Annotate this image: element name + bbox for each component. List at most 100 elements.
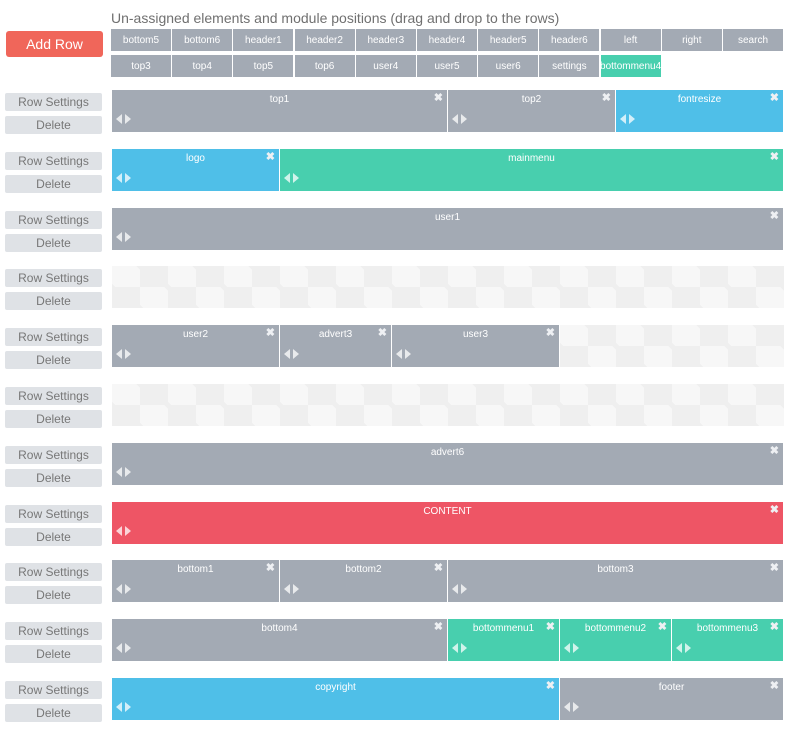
row-drop-area[interactable] [112, 384, 784, 426]
close-icon[interactable]: ✖ [433, 621, 443, 633]
row-delete-button[interactable]: Delete [5, 351, 102, 369]
close-icon[interactable]: ✖ [769, 504, 779, 516]
arrow-right-icon[interactable] [125, 467, 131, 477]
close-icon[interactable]: ✖ [265, 327, 275, 339]
module-block[interactable]: bottom3 ✖ [448, 560, 784, 602]
arrow-left-icon[interactable] [116, 232, 122, 242]
arrow-right-icon[interactable] [125, 114, 131, 124]
arrow-right-icon[interactable] [125, 584, 131, 594]
pool-item[interactable]: user4 [355, 55, 416, 77]
arrow-left-icon[interactable] [564, 702, 570, 712]
arrow-left-icon[interactable] [396, 349, 402, 359]
pool-item[interactable]: bottom5 [111, 29, 171, 51]
arrow-right-icon[interactable] [461, 643, 467, 653]
close-icon[interactable]: ✖ [545, 621, 555, 633]
row-drop-area[interactable]: logo ✖ mainmenu ✖ [112, 149, 784, 191]
module-block[interactable]: logo ✖ [112, 149, 280, 191]
add-row-button[interactable]: Add Row [6, 31, 103, 57]
arrow-right-icon[interactable] [685, 643, 691, 653]
arrow-left-icon[interactable] [116, 467, 122, 477]
module-block[interactable]: bottommenu1 ✖ [448, 619, 560, 661]
close-icon[interactable]: ✖ [769, 621, 779, 633]
row-settings-button[interactable]: Row Settings [5, 269, 102, 287]
close-icon[interactable]: ✖ [377, 327, 387, 339]
arrow-right-icon[interactable] [293, 349, 299, 359]
arrow-right-icon[interactable] [125, 643, 131, 653]
arrow-left-icon[interactable] [116, 584, 122, 594]
row-drop-area[interactable]: user1 ✖ [112, 208, 784, 250]
pool-item[interactable]: user6 [478, 55, 539, 77]
pool-item[interactable]: bottom6 [172, 29, 233, 51]
row-drop-area[interactable] [112, 266, 784, 308]
row-delete-button[interactable]: Delete [5, 469, 102, 487]
pool-item[interactable]: bottommenu4 [600, 55, 661, 77]
arrow-left-icon[interactable] [676, 643, 682, 653]
arrow-left-icon[interactable] [116, 173, 122, 183]
pool-item[interactable]: top5 [233, 55, 294, 77]
close-icon[interactable]: ✖ [545, 680, 555, 692]
module-block[interactable]: advert6 ✖ [112, 443, 784, 485]
row-settings-button[interactable]: Row Settings [5, 387, 102, 405]
pool-item[interactable]: header4 [417, 29, 477, 51]
module-block[interactable]: mainmenu ✖ [280, 149, 784, 191]
row-delete-button[interactable]: Delete [5, 528, 102, 546]
close-icon[interactable]: ✖ [769, 210, 779, 222]
row-drop-area[interactable]: CONTENT ✖ [112, 502, 784, 544]
pool-item[interactable]: left [600, 29, 661, 51]
arrow-left-icon[interactable] [284, 349, 290, 359]
row-drop-area[interactable]: copyright ✖ footer ✖ [112, 678, 784, 720]
pool-item[interactable]: header5 [478, 29, 539, 51]
arrow-left-icon[interactable] [116, 114, 122, 124]
arrow-left-icon[interactable] [116, 702, 122, 712]
close-icon[interactable]: ✖ [769, 680, 779, 692]
arrow-right-icon[interactable] [293, 584, 299, 594]
arrow-left-icon[interactable] [452, 114, 458, 124]
close-icon[interactable]: ✖ [545, 327, 555, 339]
close-icon[interactable]: ✖ [769, 151, 779, 163]
row-settings-button[interactable]: Row Settings [5, 563, 102, 581]
module-block[interactable]: fontresize ✖ [616, 90, 784, 132]
row-settings-button[interactable]: Row Settings [5, 328, 102, 346]
row-settings-button[interactable]: Row Settings [5, 152, 102, 170]
arrow-right-icon[interactable] [573, 643, 579, 653]
module-block[interactable]: advert3 ✖ [280, 325, 392, 367]
row-delete-button[interactable]: Delete [5, 586, 102, 604]
close-icon[interactable]: ✖ [769, 92, 779, 104]
arrow-right-icon[interactable] [125, 526, 131, 536]
pool-item[interactable]: top6 [294, 55, 355, 77]
row-delete-button[interactable]: Delete [5, 234, 102, 252]
row-delete-button[interactable]: Delete [5, 292, 102, 310]
arrow-right-icon[interactable] [293, 173, 299, 183]
pool-item[interactable]: search [723, 29, 783, 51]
pool-item[interactable]: header2 [294, 29, 355, 51]
module-block[interactable]: user1 ✖ [112, 208, 784, 250]
row-settings-button[interactable]: Row Settings [5, 93, 102, 111]
close-icon[interactable]: ✖ [657, 621, 667, 633]
arrow-left-icon[interactable] [452, 584, 458, 594]
arrow-right-icon[interactable] [125, 702, 131, 712]
row-delete-button[interactable]: Delete [5, 645, 102, 663]
module-block[interactable]: bottommenu2 ✖ [560, 619, 672, 661]
module-block[interactable]: bottom4 ✖ [112, 619, 448, 661]
arrow-right-icon[interactable] [125, 232, 131, 242]
close-icon[interactable]: ✖ [601, 92, 611, 104]
close-icon[interactable]: ✖ [433, 562, 443, 574]
module-block[interactable]: user2 ✖ [112, 325, 280, 367]
row-delete-button[interactable]: Delete [5, 175, 102, 193]
close-icon[interactable]: ✖ [433, 92, 443, 104]
row-drop-area[interactable]: advert6 ✖ [112, 443, 784, 485]
pool-item[interactable]: top4 [172, 55, 233, 77]
arrow-right-icon[interactable] [125, 349, 131, 359]
arrow-left-icon[interactable] [620, 114, 626, 124]
arrow-left-icon[interactable] [116, 526, 122, 536]
module-block[interactable]: footer ✖ [560, 678, 784, 720]
close-icon[interactable]: ✖ [265, 562, 275, 574]
module-block[interactable]: user3 ✖ [392, 325, 560, 367]
module-block[interactable]: top2 ✖ [448, 90, 616, 132]
row-delete-button[interactable]: Delete [5, 410, 102, 428]
arrow-left-icon[interactable] [116, 349, 122, 359]
pool-item[interactable]: header6 [539, 29, 600, 51]
pool-item[interactable]: right [661, 29, 722, 51]
pool-item[interactable]: top3 [111, 55, 171, 77]
row-settings-button[interactable]: Row Settings [5, 211, 102, 229]
